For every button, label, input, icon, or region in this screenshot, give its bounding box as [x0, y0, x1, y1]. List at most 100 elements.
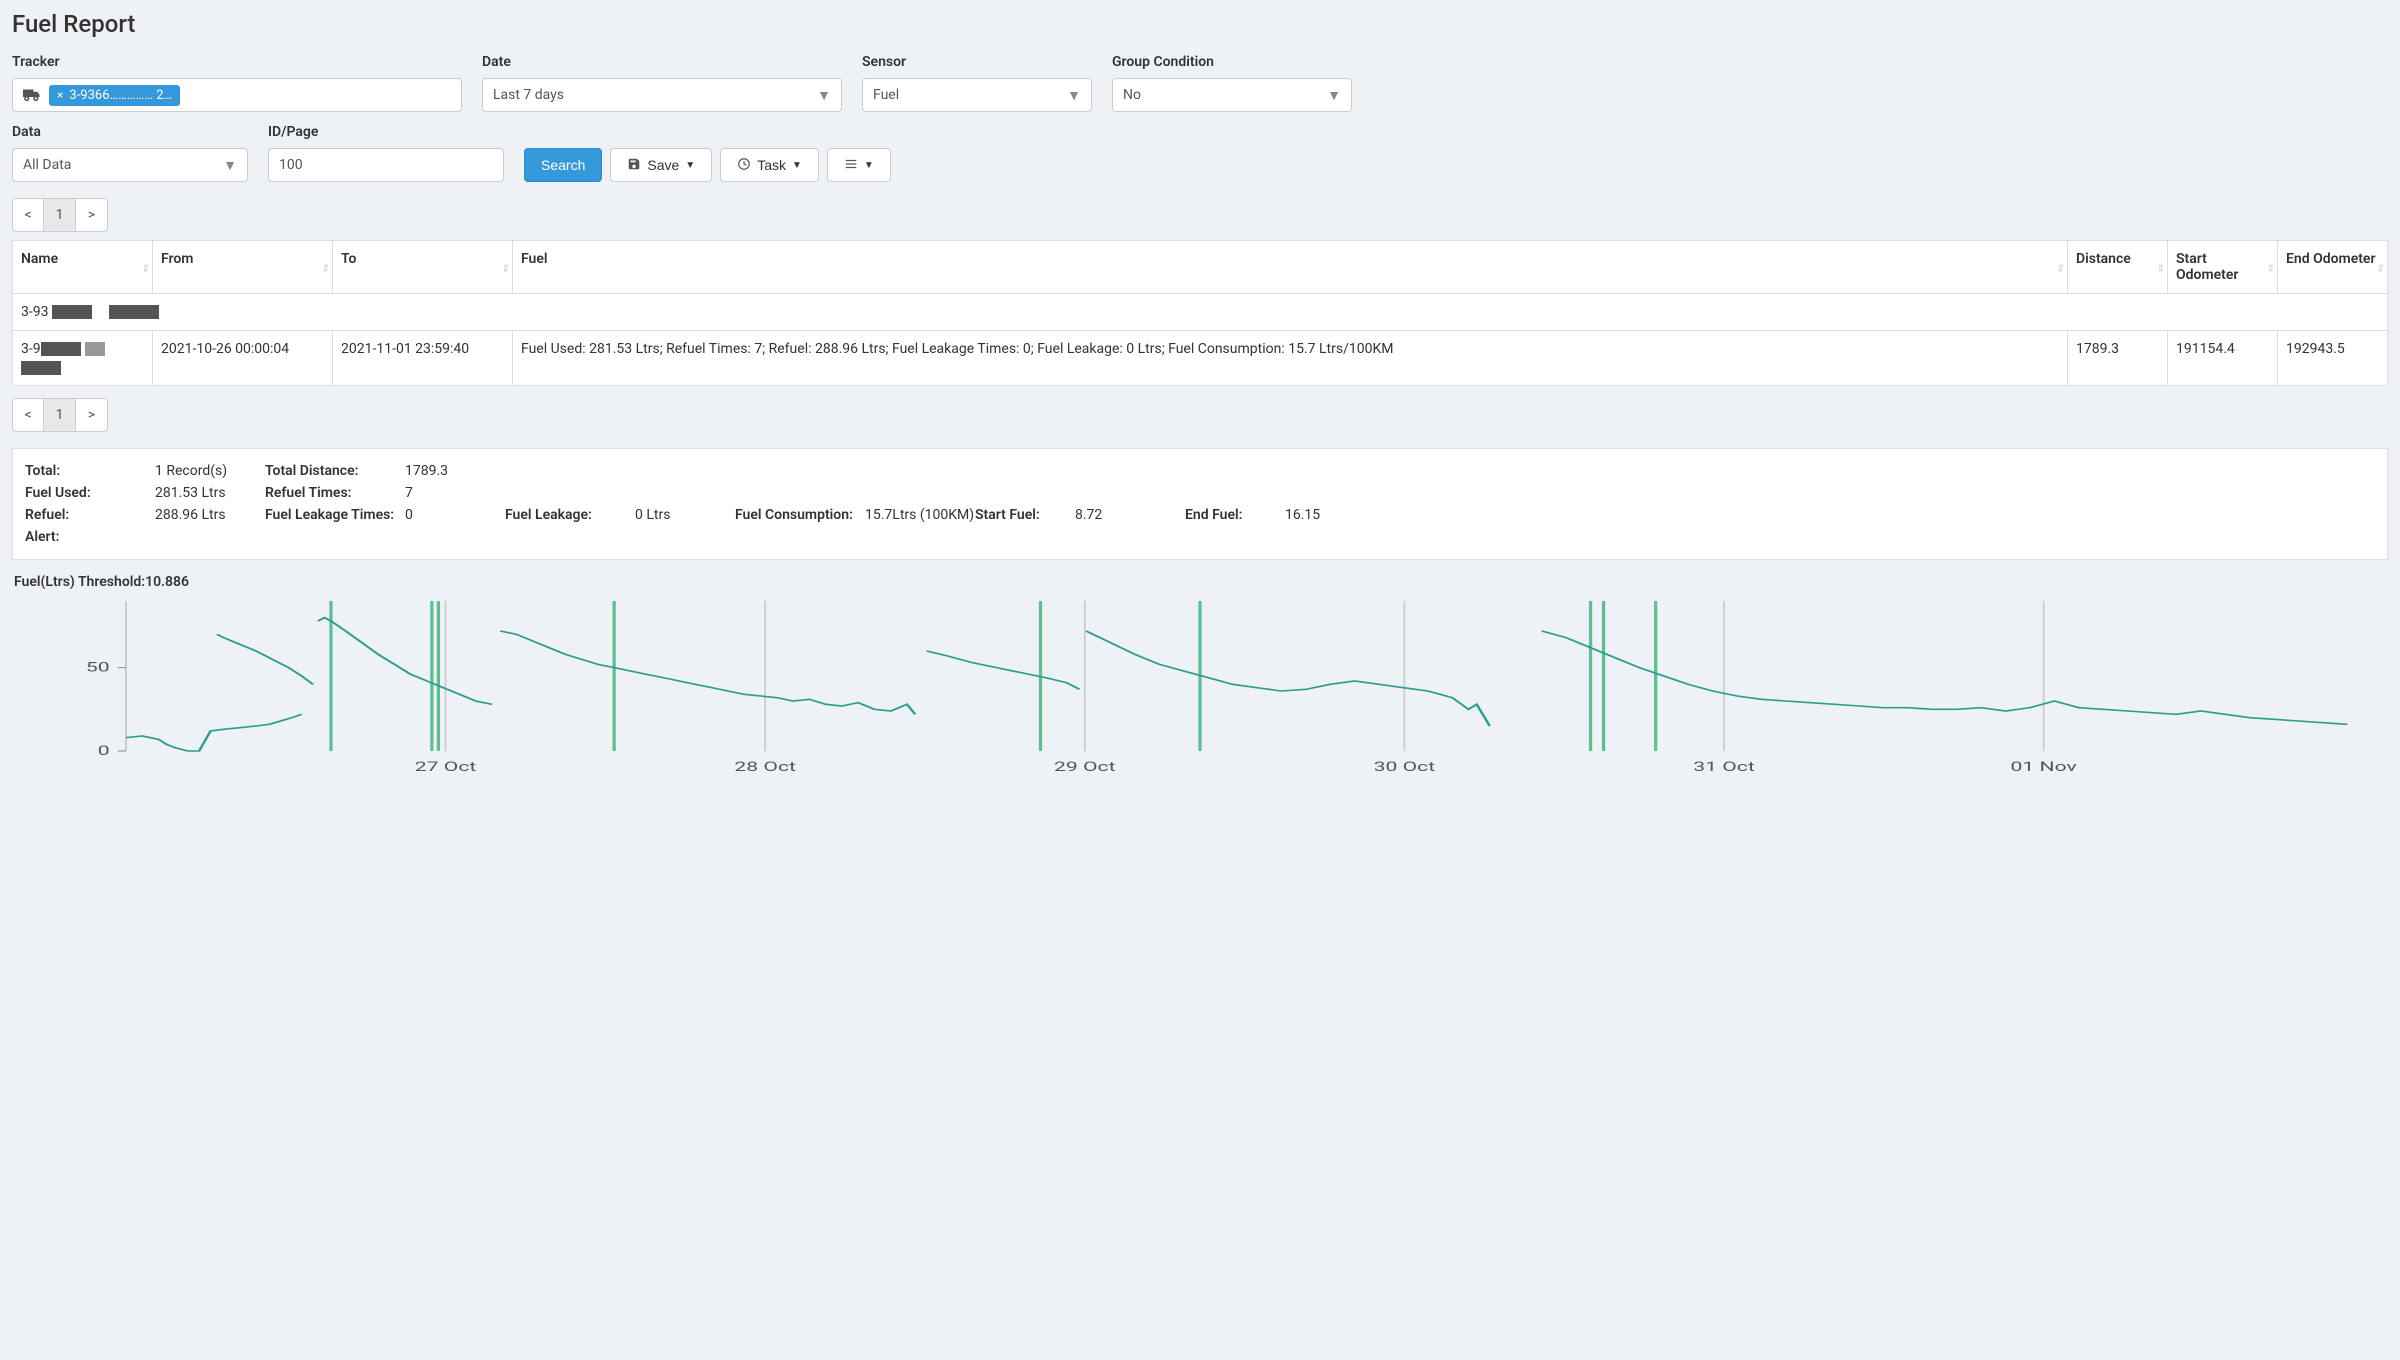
th-end-odo[interactable]: End Odometer↓↑	[2278, 241, 2388, 294]
th-from-label: From	[161, 251, 193, 267]
cell-end-odo: 192943.5	[2278, 331, 2388, 386]
summary-rtime-label: Refuel Times:	[265, 485, 405, 501]
summary-alert-label: Alert:	[25, 529, 155, 545]
sort-icon: ↓↑	[2057, 260, 2061, 274]
date-label: Date	[482, 54, 842, 70]
group-select[interactable]: No ▼	[1112, 78, 1352, 112]
pager-prev[interactable]: <	[12, 398, 44, 432]
tracker-group: Tracker × 3-9366…………… 2…	[12, 54, 462, 112]
th-name[interactable]: Name↓↑	[13, 241, 153, 294]
summary-total-value: 1 Record(s)	[155, 463, 265, 479]
sensor-select[interactable]: Fuel ▼	[862, 78, 1092, 112]
pager-next[interactable]: >	[76, 198, 108, 232]
date-value: Last 7 days	[493, 87, 564, 103]
action-buttons: Search Save ▼ Task ▼ ▼	[524, 148, 891, 182]
summary-panel: Total: 1 Record(s) Total Distance: 1789.…	[12, 448, 2388, 560]
group-row-cell: 3-93	[13, 294, 2388, 331]
th-fuel[interactable]: Fuel ↓↑	[513, 241, 2068, 294]
task-label: Task	[757, 157, 786, 173]
name-prefix: 3-9	[21, 341, 41, 357]
caret-down-icon: ▼	[685, 160, 695, 171]
sort-icon: ↓↑	[502, 260, 506, 274]
svg-text:01 Nov: 01 Nov	[2011, 760, 2078, 775]
pager-page-1[interactable]: 1	[44, 398, 76, 432]
redacted-text	[41, 342, 81, 356]
cell-start-odo: 191154.4	[2168, 331, 2278, 386]
summary-tdist-label: Total Distance:	[265, 463, 405, 479]
summary-fleak-value: 0 Ltrs	[635, 507, 735, 523]
caret-down-icon: ▼	[792, 160, 802, 171]
chart-title: Fuel(Ltrs) Threshold:10.886	[14, 574, 2388, 590]
th-fuel-label: Fuel	[521, 251, 548, 267]
th-start-odo-label: Start Odometer	[2176, 251, 2238, 283]
svg-text:31 Oct: 31 Oct	[1693, 760, 1755, 775]
sensor-value: Fuel	[873, 87, 899, 103]
page-title: Fuel Report	[12, 10, 2388, 38]
filters-row-2: Data All Data ▼ ID/Page 100 Search Save …	[12, 124, 2388, 182]
save-button[interactable]: Save ▼	[610, 148, 712, 182]
summary-fleak-label: Fuel Leakage:	[505, 507, 635, 523]
idpage-group: ID/Page 100	[268, 124, 504, 182]
svg-text:29 Oct: 29 Oct	[1054, 760, 1116, 775]
sort-icon: ↓↑	[2157, 260, 2161, 274]
date-select[interactable]: Last 7 days ▼	[482, 78, 842, 112]
date-group: Date Last 7 days ▼	[482, 54, 842, 112]
th-to-label: To	[341, 251, 356, 267]
th-distance[interactable]: Distance ↓↑	[2068, 241, 2168, 294]
pager-page-1[interactable]: 1	[44, 198, 76, 232]
task-button[interactable]: Task ▼	[720, 148, 819, 182]
redacted-text	[21, 361, 61, 375]
table-row: 3-9 2021-10-26 00:00:04 2021-11-01 23:59…	[13, 331, 2388, 386]
svg-text:27 Oct: 27 Oct	[415, 760, 477, 775]
remove-tag-icon[interactable]: ×	[57, 88, 63, 102]
redacted-text	[109, 305, 159, 319]
summary-efuel-label: End Fuel:	[1185, 507, 1285, 523]
summary-rtime-value: 7	[405, 485, 505, 501]
idpage-value: 100	[279, 157, 303, 173]
summary-total-label: Total:	[25, 463, 155, 479]
group-label: Group Condition	[1112, 54, 1352, 70]
cell-distance: 1789.3	[2068, 331, 2168, 386]
summary-refuel-value: 288.96 Ltrs	[155, 507, 265, 523]
pager-next[interactable]: >	[76, 398, 108, 432]
svg-text:28 Oct: 28 Oct	[734, 760, 796, 775]
tracker-tag[interactable]: × 3-9366…………… 2…	[49, 85, 180, 106]
data-label: Data	[12, 124, 248, 140]
group-condition-group: Group Condition No ▼	[1112, 54, 1352, 112]
data-select[interactable]: All Data ▼	[12, 148, 248, 182]
th-start-odo[interactable]: Start Odometer↓↑	[2168, 241, 2278, 294]
tracker-select[interactable]: × 3-9366…………… 2…	[12, 78, 462, 112]
filters-row-1: Tracker × 3-9366…………… 2… Date Last 7 day…	[12, 54, 2388, 112]
search-button[interactable]: Search	[524, 148, 602, 182]
idpage-input[interactable]: 100	[268, 148, 504, 182]
tracker-tag-text: 3-9366…………… 2…	[69, 88, 172, 103]
caret-down-icon: ▼	[223, 157, 237, 174]
idpage-label: ID/Page	[268, 124, 504, 140]
summary-sfuel-value: 8.72	[1075, 507, 1185, 523]
th-name-label: Name	[21, 251, 58, 267]
th-from[interactable]: From ↓↑	[153, 241, 333, 294]
th-distance-label: Distance	[2076, 251, 2131, 267]
svg-text:50: 50	[86, 661, 110, 676]
cell-fuel: Fuel Used: 281.53 Ltrs; Refuel Times: 7;…	[513, 331, 2068, 386]
caret-down-icon: ▼	[1327, 87, 1341, 104]
sensor-group: Sensor Fuel ▼	[862, 54, 1092, 112]
menu-button[interactable]: ▼	[827, 148, 891, 182]
truck-icon	[23, 86, 41, 105]
summary-tdist-value: 1789.3	[405, 463, 505, 479]
pager-prev[interactable]: <	[12, 198, 44, 232]
sort-icon: ↓↑	[322, 260, 326, 274]
caret-down-icon: ▼	[864, 160, 874, 171]
tracker-label: Tracker	[12, 54, 462, 70]
redacted-text	[52, 305, 92, 319]
sensor-label: Sensor	[862, 54, 1092, 70]
th-to[interactable]: To ↓↑	[333, 241, 513, 294]
cell-to: 2021-11-01 23:59:40	[333, 331, 513, 386]
summary-sfuel-label: Start Fuel:	[975, 507, 1075, 523]
pager-bottom: < 1 >	[12, 398, 108, 432]
th-end-odo-label: End Odometer	[2286, 251, 2376, 267]
group-value: No	[1123, 87, 1141, 103]
fuel-chart: 050 27 Oct28 Oct29 Oct30 Oct31 Oct01 Nov	[12, 596, 2388, 786]
summary-fltimes-value: 0	[405, 507, 505, 523]
summary-fltimes-label: Fuel Leakage Times:	[265, 507, 405, 523]
